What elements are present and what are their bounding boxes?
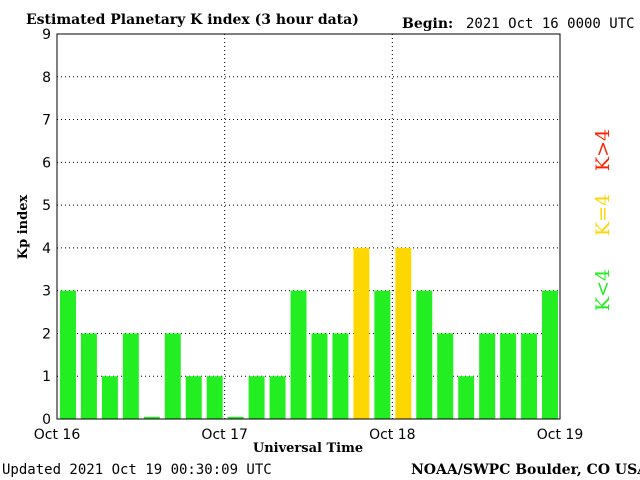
y-tick-label: 7 [42, 113, 51, 129]
chart-title: Estimated Planetary K index (3 hour data… [26, 12, 359, 28]
y-tick-label: 2 [42, 326, 51, 342]
kp-bar [269, 376, 286, 419]
kp-bar [143, 416, 160, 419]
legend-k-below-4: K<4 [592, 269, 614, 311]
kp-bar [437, 333, 454, 419]
kp-bar [521, 333, 538, 419]
updated-timestamp: Updated 2021 Oct 19 00:30:09 UTC [2, 462, 272, 478]
credit-text: NOAA/SWPC Boulder, CO USA [411, 462, 640, 478]
kp-bar [164, 333, 181, 419]
kp-bar [479, 333, 496, 419]
y-tick-label: 3 [42, 284, 51, 300]
x-tick-label: Oct 17 [201, 427, 247, 443]
y-tick-labels: 0 1 2 3 4 5 6 7 8 9 [42, 27, 51, 428]
kp-bar [311, 333, 328, 419]
y-tick-label: 9 [42, 27, 51, 43]
kp-bar [353, 247, 370, 419]
kp-bar [101, 376, 118, 419]
kp-bar [458, 376, 475, 419]
kp-bar [185, 376, 202, 419]
kp-bar [122, 333, 139, 419]
kp-bar [500, 333, 517, 419]
x-tick-labels: Oct 16 Oct 17 Oct 18 Oct 19 [34, 427, 583, 443]
kp-bar [395, 247, 412, 419]
x-tick-label: Oct 19 [537, 427, 583, 443]
legend-k-above-4: K>4 [592, 129, 614, 171]
kp-bar [60, 290, 76, 419]
y-tick-label: 6 [42, 155, 51, 171]
kp-bar [542, 290, 558, 419]
y-axis-label: Kp index [16, 195, 31, 260]
x-tick-label: Oct 16 [34, 427, 81, 443]
begin-label: Begin: [402, 16, 453, 32]
kp-bar [290, 290, 307, 419]
y-tick-label: 5 [42, 198, 51, 214]
grid-lines [57, 34, 560, 419]
kp-bar [80, 333, 97, 419]
kp-bar [416, 290, 433, 419]
legend-k-equals-4: K=4 [592, 194, 614, 236]
kp-bar [227, 416, 244, 419]
begin-value: 2021 Oct 16 0000 UTC [466, 16, 635, 32]
bars-group [60, 247, 558, 419]
x-tick-label: Oct 18 [369, 427, 415, 443]
y-tick-label: 8 [42, 70, 51, 86]
y-tick-label: 1 [42, 369, 51, 385]
kp-bar [332, 333, 349, 419]
y-tick-label: 4 [42, 241, 51, 257]
y-tick-label: 0 [42, 412, 51, 428]
x-axis-label: Universal Time [253, 441, 363, 456]
plot-frame [56, 33, 561, 420]
kp-bar [206, 376, 223, 419]
kp-bar [248, 376, 265, 419]
kp-bar [374, 290, 391, 419]
